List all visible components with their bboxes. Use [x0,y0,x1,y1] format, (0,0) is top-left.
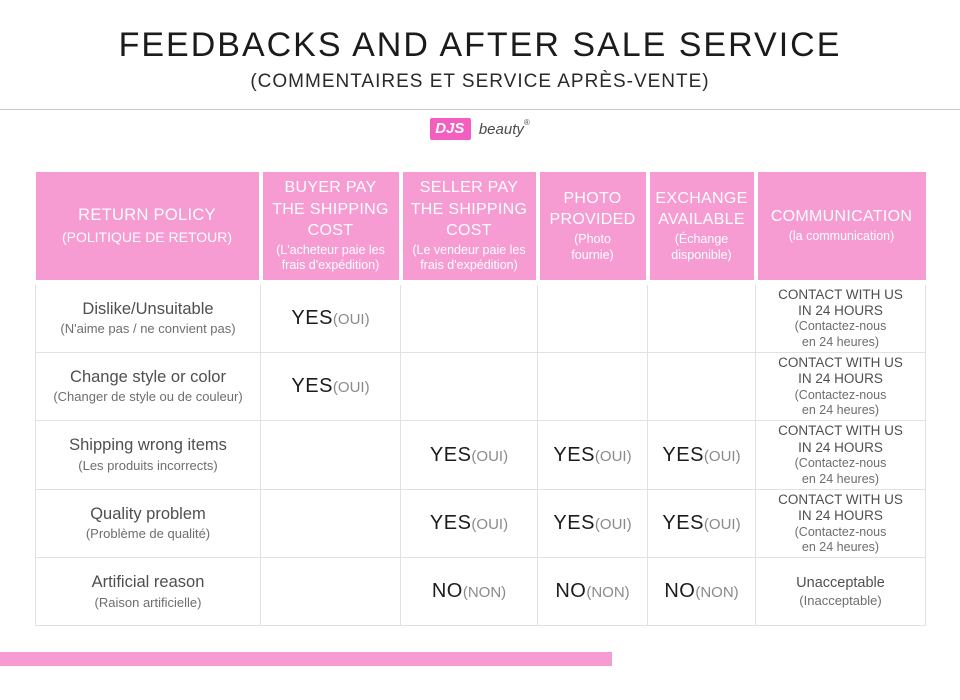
registered-mark: ® [523,118,530,127]
page-subtitle: (COMMENTAIRES ET SERVICE APRÈS-VENTE) [250,71,710,92]
policy-cell: Artificial reason (Raison artificielle) [35,557,261,627]
brand-logo: DJS beauty® [0,118,960,140]
column-header-exchange-available: EXCHANGE AVAILABLE (Échange disponible) [647,172,758,285]
answer-cell [400,281,538,353]
column-title: SELLER PAY THE SHIPPING COST [410,179,528,239]
table-row: Change style or color (Changer de style … [35,351,926,422]
logo-djs-badge: DJS [430,118,472,140]
column-header-photo-provided: PHOTO PROVIDED (Photo fournie) [537,172,650,285]
column-subtitle: (Photo fournie) [571,232,614,262]
answer-cell: YES(OUI) [400,488,538,559]
answer-cell: NO(NON) [647,557,756,627]
logo-beauty-text: beauty [478,120,524,138]
column-title: RETURN POLICY [78,206,216,225]
return-policy-table: RETURN POLICY (POLITIQUE DE RETOUR) BUYE… [35,172,926,627]
table-row: Artificial reason (Raison artificielle) … [35,557,926,627]
answer-cell: NO(NON) [537,557,648,627]
column-title: PHOTO PROVIDED [549,190,636,229]
column-subtitle: (la communication) [788,229,895,244]
pink-accent-bar [0,652,612,666]
policy-cell: Change style or color (Changer de style … [35,351,261,422]
column-header-communication: COMMUNICATION (la communication) [755,172,926,285]
column-title: COMMUNICATION [770,208,913,226]
column-title: EXCHANGE AVAILABLE [655,190,748,229]
communication-cell: CONTACT WITH US IN 24 HOURS (Contactez-n… [755,420,926,490]
answer-cell [537,351,648,422]
table-row: Dislike/Unsuitable (N'aime pas / ne conv… [35,281,926,353]
answer-cell [260,420,401,490]
communication-cell: CONTACT WITH US IN 24 HOURS (Contactez-n… [755,488,926,559]
column-subtitle: (POLITIQUE DE RETOUR) [61,228,233,245]
answer-cell: YES(OUI) [537,488,648,559]
policy-cell: Dislike/Unsuitable (N'aime pas / ne conv… [35,281,261,353]
communication-cell: CONTACT WITH US IN 24 HOURS (Contactez-n… [755,281,926,353]
answer-cell: YES(OUI) [537,420,648,490]
answer-cell: YES(OUI) [260,281,401,353]
answer-cell: YES(OUI) [647,420,756,490]
column-subtitle: (Échange disponible) [671,232,732,262]
answer-cell [400,351,538,422]
table-header-row: RETURN POLICY (POLITIQUE DE RETOUR) BUYE… [35,172,926,285]
answer-cell [647,351,756,422]
column-header-buyer-pay: BUYER PAY THE SHIPPING COST (L'acheteur … [260,172,403,285]
communication-cell: Unacceptable (Inacceptable) [755,557,926,627]
answer-cell: YES(OUI) [647,488,756,559]
policy-cell: Quality problem (Problème de qualité) [35,488,261,559]
table-row: Quality problem (Problème de qualité) YE… [35,488,926,559]
column-subtitle: (L'acheteur paie les frais d'expédition) [276,242,385,273]
answer-cell [537,281,648,353]
answer-cell [260,488,401,559]
policy-cell: Shipping wrong items (Les produits incor… [35,420,261,490]
column-header-seller-pay: SELLER PAY THE SHIPPING COST (Le vendeur… [400,172,540,285]
answer-cell: YES(OUI) [260,351,401,422]
header-divider [0,109,960,110]
page-header: FEEDBACKS AND AFTER SALE SERVICE (COMMEN… [0,26,960,93]
column-header-return-policy: RETURN POLICY (POLITIQUE DE RETOUR) [35,172,263,285]
column-subtitle: (Le vendeur paie les frais d'expédition) [412,242,526,273]
answer-cell: NO(NON) [400,557,538,627]
table-row: Shipping wrong items (Les produits incor… [35,420,926,490]
answer-cell [647,281,756,353]
answer-cell: YES(OUI) [400,420,538,490]
communication-cell: CONTACT WITH US IN 24 HOURS (Contactez-n… [755,351,926,422]
answer-cell [260,557,401,627]
page-title: FEEDBACKS AND AFTER SALE SERVICE [118,26,842,64]
column-title: BUYER PAY THE SHIPPING COST [272,179,389,239]
